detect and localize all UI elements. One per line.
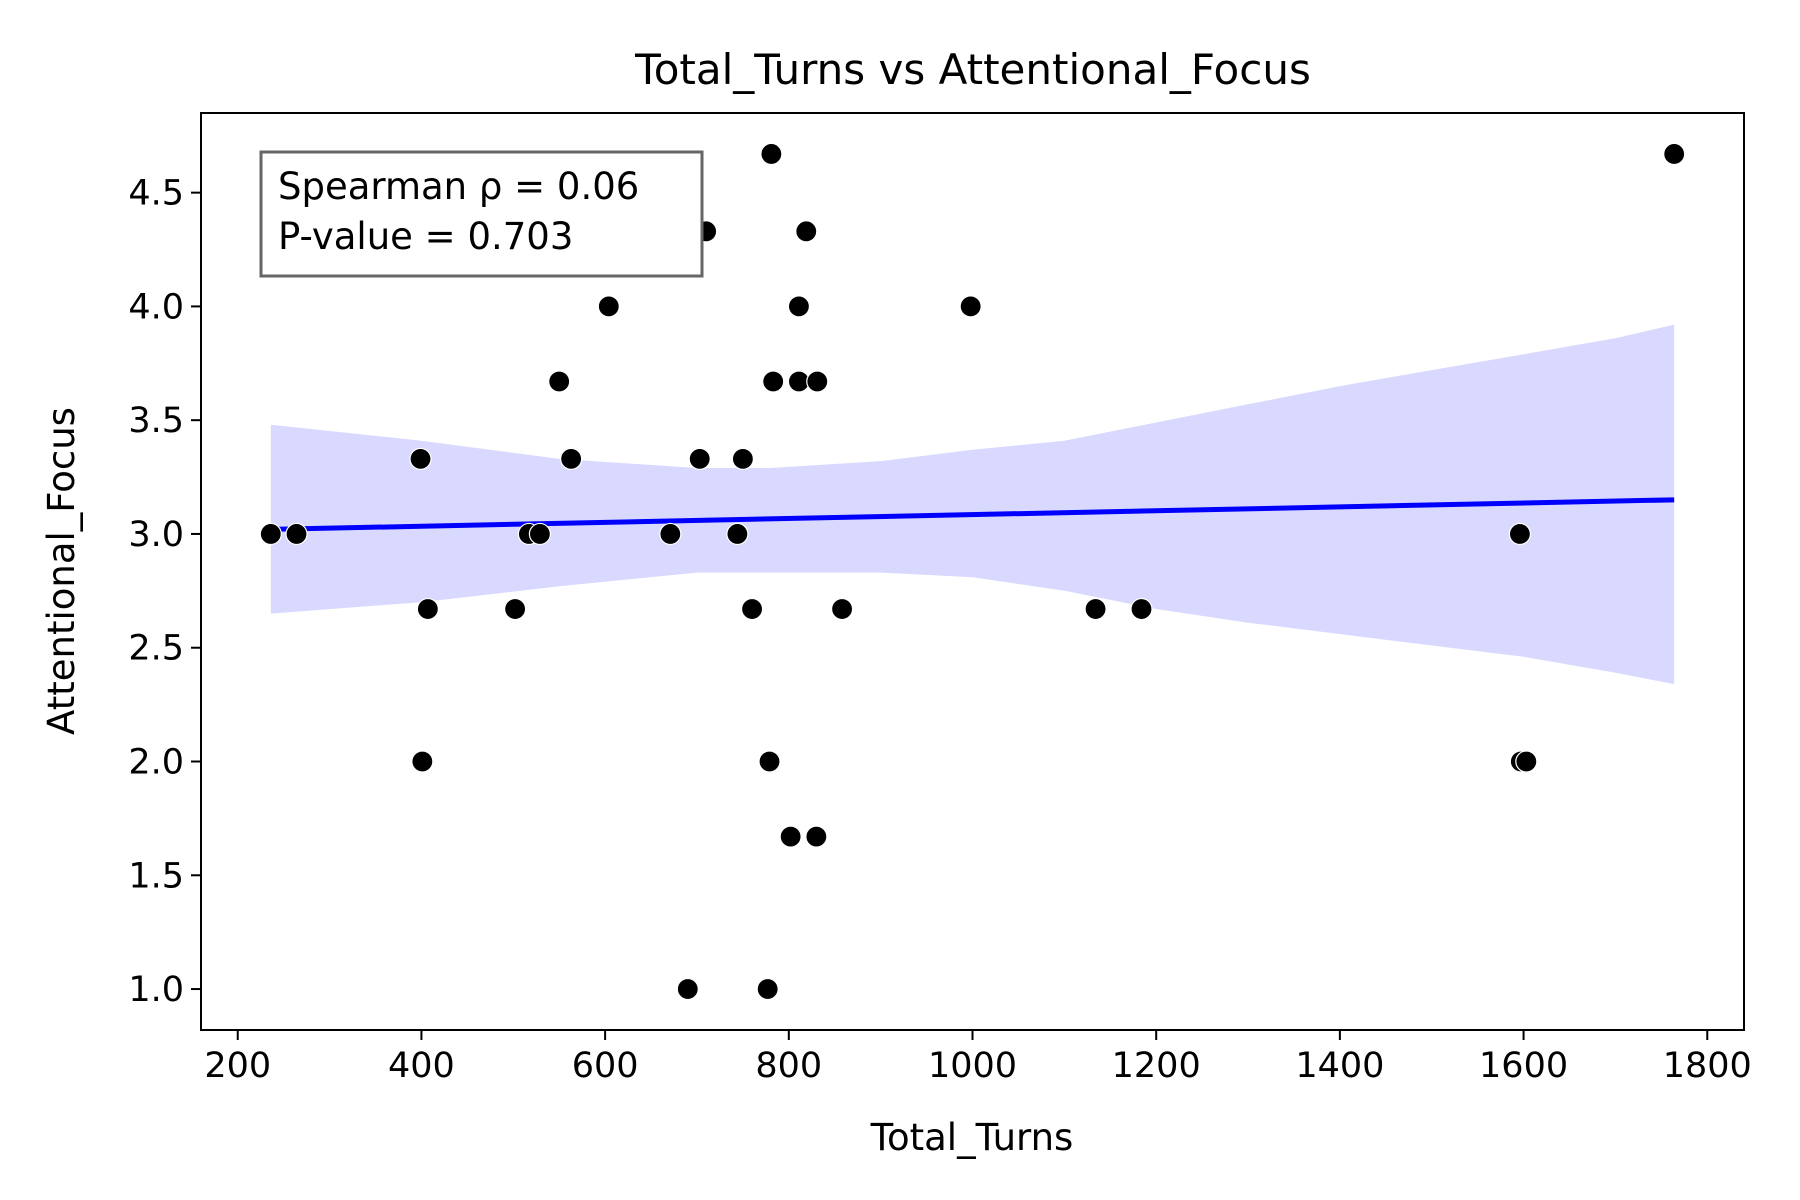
annotation-frame xyxy=(259,150,704,278)
scatter-point xyxy=(959,295,982,318)
annotation-spearman: Spearman ρ = 0.06 xyxy=(278,165,639,208)
annotation-p-value: P-value = 0.703 xyxy=(278,215,573,258)
scatter-point xyxy=(1508,522,1531,546)
scatter-point xyxy=(795,220,818,243)
chart-title: Total_Turns vs Attentional_Focus xyxy=(634,45,1311,94)
y-tick-label: 2.0 xyxy=(128,742,184,782)
scatter-point xyxy=(548,370,571,393)
confidence-band-layer xyxy=(270,324,1675,685)
x-axis-label: Total_Turns xyxy=(870,1116,1074,1159)
scatter-point xyxy=(688,447,711,470)
scatter-point xyxy=(409,447,432,470)
y-tick-label: 3.0 xyxy=(128,515,184,555)
scatter-point xyxy=(528,522,552,546)
x-tick-label: 1600 xyxy=(1479,1046,1568,1086)
y-tick-label: 2.5 xyxy=(128,629,184,669)
scatter-point xyxy=(805,825,828,848)
scatter-point xyxy=(411,750,434,773)
x-tick-label: 1000 xyxy=(928,1046,1017,1086)
y-axis-label: Attentional_Focus xyxy=(40,407,83,735)
scatter-point xyxy=(1515,750,1538,773)
x-tick-label: 1400 xyxy=(1295,1046,1384,1086)
scatter-point xyxy=(504,597,527,621)
scatter-point xyxy=(1663,142,1686,166)
scatter-point xyxy=(762,370,785,393)
confidence-band xyxy=(270,324,1675,685)
scatter-points-layer xyxy=(259,142,1686,1001)
scatter-point xyxy=(731,447,754,470)
x-tick-label: 1200 xyxy=(1112,1046,1201,1086)
y-axis-ticks: 1.0 1.5 2.0 2.5 3.0 3.5 4.0 4.5 xyxy=(128,174,201,1010)
y-tick-label: 3.5 xyxy=(128,401,184,441)
scatter-point xyxy=(760,142,783,166)
scatter-point xyxy=(740,597,764,621)
scatter-point xyxy=(758,750,781,773)
stats-annotation-box: Spearman ρ = 0.06 P-value = 0.703 xyxy=(259,150,704,278)
scatter-point xyxy=(779,825,802,848)
x-tick-label: 600 xyxy=(572,1046,639,1086)
regression-line xyxy=(270,497,1675,532)
scatter-point xyxy=(259,522,282,546)
x-axis-ticks: 200 400 600 800 1000 1200 1400 1600 1800 xyxy=(204,1030,1752,1086)
regression-line-layer xyxy=(270,497,1675,532)
scatter-point xyxy=(726,522,749,546)
x-tick-label: 800 xyxy=(755,1046,822,1086)
x-tick-label: 400 xyxy=(388,1046,455,1086)
scatter-point xyxy=(676,977,699,1001)
scatter-point xyxy=(1130,597,1153,621)
scatter-point xyxy=(830,597,854,621)
y-tick-label: 1.0 xyxy=(128,970,184,1010)
scatter-point xyxy=(1084,597,1107,621)
y-tick-label: 4.0 xyxy=(128,287,184,327)
x-tick-label: 200 xyxy=(204,1046,271,1086)
x-tick-label: 1800 xyxy=(1663,1046,1752,1086)
scatter-point xyxy=(659,522,682,546)
scatter-point xyxy=(806,370,829,393)
scatter-point xyxy=(597,295,620,318)
y-tick-label: 4.5 xyxy=(128,174,184,214)
scatter-point xyxy=(560,447,583,470)
scatter-point xyxy=(285,522,308,546)
y-tick-label: 1.5 xyxy=(128,856,184,896)
scatter-point xyxy=(756,977,779,1001)
scatter-point xyxy=(416,597,439,621)
scatter-point xyxy=(787,295,811,318)
